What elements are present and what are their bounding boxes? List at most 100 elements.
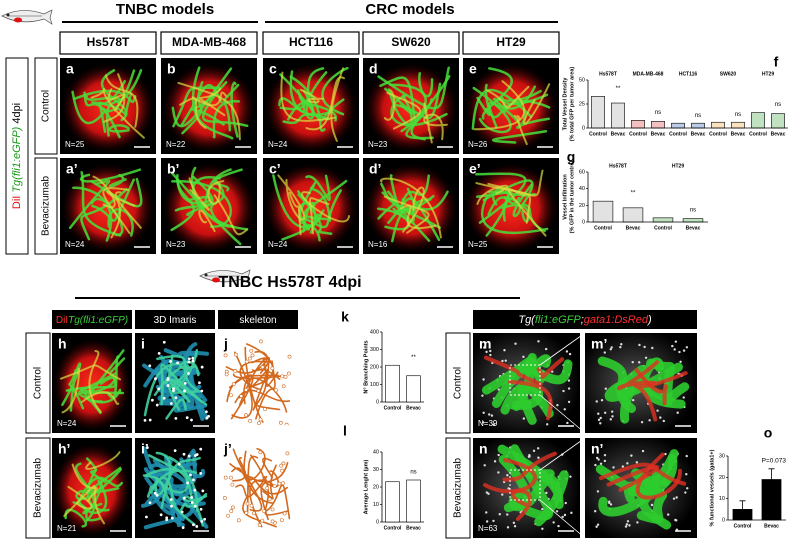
dot xyxy=(568,352,572,356)
dot xyxy=(153,491,157,495)
dot xyxy=(507,487,510,490)
dot xyxy=(682,349,686,352)
vessel xyxy=(298,93,337,122)
dot xyxy=(183,389,187,393)
dot xyxy=(155,403,159,407)
dot xyxy=(674,518,677,522)
micrograph-content xyxy=(363,58,459,154)
sample-size: N=23 xyxy=(166,240,186,249)
dot xyxy=(564,501,567,505)
vessel xyxy=(507,379,553,421)
annotation: ns xyxy=(655,110,661,116)
micrograph-content xyxy=(135,438,215,538)
dot xyxy=(637,361,641,364)
dot xyxy=(636,521,639,524)
dot xyxy=(162,396,166,400)
dot xyxy=(248,418,253,423)
micrograph xyxy=(60,158,156,254)
vessel xyxy=(75,468,122,501)
vessel xyxy=(263,484,291,520)
column-header-part: fli1:eGFP xyxy=(535,314,582,326)
dot xyxy=(155,493,159,497)
micrograph-content xyxy=(161,58,257,154)
vessel xyxy=(114,191,142,229)
micrograph xyxy=(263,158,359,254)
vessel xyxy=(380,177,442,239)
vessel xyxy=(473,80,526,131)
dot xyxy=(182,452,186,456)
column-header-part: ) xyxy=(646,314,652,326)
vessel xyxy=(399,204,437,230)
dot xyxy=(181,526,185,529)
panel-letter: d’ xyxy=(369,161,381,177)
y-tick-label: 0 xyxy=(582,219,585,225)
y-axis-label: (% GFP in the tumor centre) xyxy=(569,161,575,234)
dot xyxy=(603,351,606,354)
dot xyxy=(143,419,147,422)
y-tick-label: 20 xyxy=(373,484,379,490)
dot xyxy=(148,501,152,505)
column-header: 3D Imaris xyxy=(154,315,197,326)
vessel xyxy=(256,357,281,411)
section-header: TNBC models xyxy=(116,1,214,18)
micrograph-content xyxy=(463,158,559,254)
dot xyxy=(282,511,287,516)
x-tick-label: Control xyxy=(384,405,402,411)
dot xyxy=(498,513,501,516)
dot xyxy=(532,449,536,453)
vessel xyxy=(246,455,259,514)
dot xyxy=(145,446,149,450)
column-header: DiITg(fli1:eGFP) xyxy=(56,315,128,326)
vessel xyxy=(476,83,491,116)
vessel xyxy=(188,177,210,211)
vessel xyxy=(63,485,106,525)
dot xyxy=(621,465,625,468)
dot xyxy=(234,352,238,357)
y-tick-label: 10 xyxy=(719,496,725,502)
zoom-line xyxy=(539,394,586,434)
section-header: CRC models xyxy=(365,1,454,18)
dot xyxy=(537,456,540,459)
vessel xyxy=(71,90,105,125)
panel-letter: a’ xyxy=(66,161,78,177)
vessel xyxy=(491,130,548,144)
sample-size: N=22 xyxy=(166,140,186,149)
y-axis-label: % functional vessels (gata1+) xyxy=(709,449,715,526)
dot xyxy=(165,518,169,522)
vessel xyxy=(254,351,279,387)
column-header: HCT116 xyxy=(289,35,333,49)
section-title: TNBC Hs578T 4dpi xyxy=(218,274,361,291)
dot xyxy=(249,348,254,353)
dot xyxy=(678,350,681,354)
dot xyxy=(187,454,191,458)
row-label-box xyxy=(445,332,471,434)
vessel xyxy=(235,475,268,498)
dot xyxy=(631,360,634,364)
dot xyxy=(609,418,612,421)
column-header-part: 3D Imaris xyxy=(154,315,197,326)
dot xyxy=(641,449,645,453)
dot xyxy=(492,423,495,426)
row-label-box xyxy=(25,332,51,434)
vessel xyxy=(79,168,142,183)
dot xyxy=(165,516,169,520)
dot xyxy=(231,382,236,386)
dot xyxy=(656,409,659,412)
dot xyxy=(223,353,228,358)
vessel xyxy=(606,464,660,492)
column-header: Hs578T xyxy=(87,35,130,49)
dot xyxy=(536,447,540,450)
dot xyxy=(257,421,261,426)
dot xyxy=(166,377,170,380)
y-tick-label: 20 xyxy=(719,475,725,481)
zoom-line xyxy=(539,499,586,539)
dot xyxy=(157,351,161,355)
dot xyxy=(506,513,509,516)
dot xyxy=(667,513,670,516)
dot xyxy=(643,345,646,349)
dot xyxy=(612,466,615,469)
vessel xyxy=(158,386,195,409)
vessel xyxy=(513,114,528,146)
dot xyxy=(528,453,531,457)
bar xyxy=(631,120,645,129)
